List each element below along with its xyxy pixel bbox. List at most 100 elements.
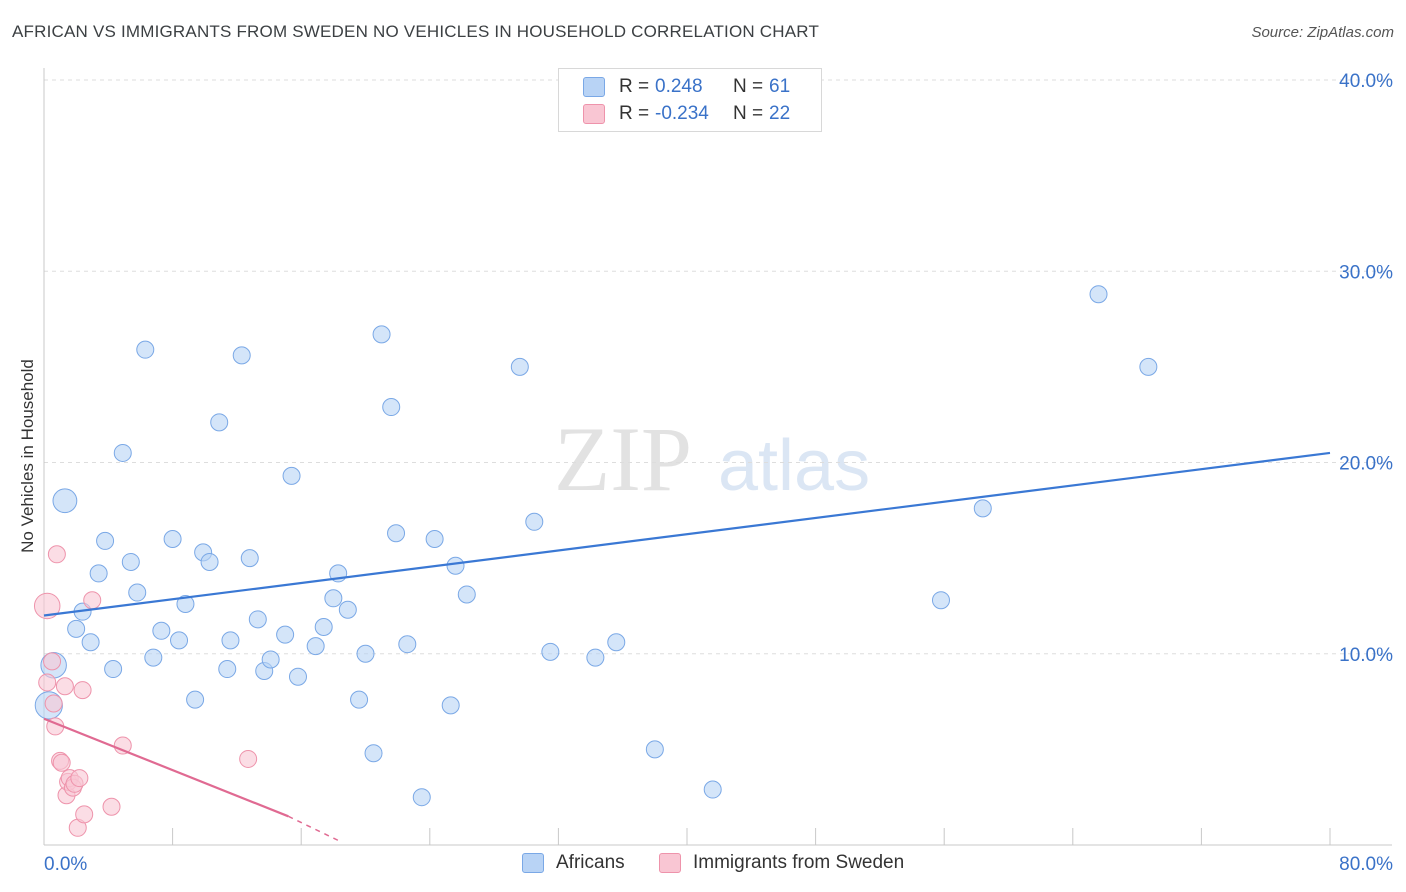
sweden-point	[83, 591, 102, 610]
sweden-point	[75, 805, 94, 824]
chart-title: AFRICAN VS IMMIGRANTS FROM SWEDEN NO VEH…	[12, 22, 820, 41]
africans-point	[510, 357, 529, 376]
legend-row-sweden: R = -0.234 N = 22	[583, 101, 837, 127]
bottom-legend-africans: Africans	[522, 852, 625, 874]
y-tick-label: 10.0%	[1339, 645, 1393, 666]
chart-source: Source: ZipAtlas.com	[1251, 24, 1394, 41]
africans-point	[931, 591, 950, 610]
africans-point	[232, 346, 251, 365]
sweden-point	[73, 681, 92, 700]
africans-point	[412, 788, 431, 807]
africans-point	[144, 648, 163, 667]
africans-point	[200, 552, 219, 571]
africans-point	[52, 488, 78, 514]
africans-point	[324, 589, 343, 608]
africans-point	[973, 499, 992, 518]
africans-point	[314, 617, 333, 636]
tick-labels: 10.0% 20.0% 30.0% 40.0% 0.0% 80.0%	[44, 71, 1393, 875]
x-tick-label-max: 80.0%	[1339, 854, 1393, 875]
africans-point	[186, 690, 205, 709]
sweden-n-value: 22	[769, 103, 791, 124]
sweden-point	[44, 694, 63, 713]
africans-point	[372, 325, 391, 344]
africans-point	[356, 644, 375, 663]
africans-point	[398, 635, 417, 654]
africans-point	[525, 512, 544, 531]
africans-point	[1089, 285, 1108, 304]
africans-legend-label: Africans	[556, 852, 625, 873]
r-label: R =	[619, 76, 650, 97]
africans-point	[288, 667, 307, 686]
sweden-r-value: -0.234	[655, 103, 709, 124]
africans-point	[136, 340, 155, 359]
africans-point	[387, 524, 406, 543]
sweden-point	[239, 749, 258, 768]
africans-point	[586, 648, 605, 667]
africans-point	[282, 466, 301, 485]
legend-row-africans: R = 0.248 N = 61	[583, 74, 837, 100]
africans-point	[446, 556, 465, 575]
africans-point	[210, 413, 229, 432]
y-tick-label: 30.0%	[1339, 262, 1393, 283]
y-tick-label: 40.0%	[1339, 71, 1393, 92]
africans-r-value: 0.248	[655, 76, 703, 97]
africans-point	[645, 740, 664, 759]
africans-point	[163, 530, 182, 548]
africans-point	[218, 660, 237, 679]
africans-point	[96, 531, 115, 550]
africans-point	[541, 642, 560, 661]
africans-point	[248, 610, 267, 629]
africans-point	[306, 637, 325, 656]
n-label: N =	[733, 103, 764, 124]
africans-point	[1139, 357, 1158, 376]
x-tick-label-min: 0.0%	[44, 854, 87, 875]
africans-n-value: 61	[769, 76, 791, 97]
sweden-legend-label: Immigrants from Sweden	[693, 852, 905, 873]
africans-swatch	[583, 77, 605, 97]
africans-point	[240, 549, 259, 568]
watermark-atlas: atlas	[718, 426, 870, 506]
sweden-point	[33, 592, 61, 620]
sweden-point	[55, 677, 74, 696]
sweden-point	[70, 769, 89, 788]
y-tick-label: 20.0%	[1339, 454, 1393, 475]
sweden-point	[102, 797, 121, 816]
africans-point	[457, 585, 476, 604]
africans-point	[261, 650, 280, 669]
watermark-zip: ZIP	[554, 408, 692, 510]
africans-series	[34, 113, 1158, 807]
r-label: R =	[619, 103, 650, 124]
africans-trend-line	[43, 451, 1331, 617]
africans-point	[425, 530, 444, 548]
africans-point	[81, 633, 100, 652]
africans-point	[89, 564, 108, 583]
africans-point	[113, 443, 132, 462]
africans-point	[441, 696, 460, 715]
y-axis-label: No Vehicles in Household	[18, 359, 37, 553]
sweden-legend-swatch	[659, 853, 681, 873]
africans-point	[382, 398, 401, 417]
sweden-trend-line	[43, 717, 289, 818]
africans-point	[703, 780, 722, 799]
sweden-point	[47, 545, 66, 564]
africans-point	[104, 660, 123, 679]
sweden-swatch	[583, 104, 605, 124]
sweden-point	[52, 753, 71, 772]
bottom-legend-sweden: Immigrants from Sweden	[659, 852, 904, 874]
sweden-point	[113, 736, 132, 755]
africans-legend-swatch	[522, 853, 544, 873]
sweden-point	[43, 652, 62, 671]
africans-point	[221, 631, 240, 650]
africans-point	[364, 744, 383, 763]
africans-point	[338, 600, 357, 619]
africans-point	[176, 595, 195, 614]
sweden-point	[38, 673, 57, 692]
africans-point	[128, 583, 147, 602]
africans-point	[607, 633, 626, 652]
africans-point	[152, 621, 171, 640]
africans-point	[121, 552, 140, 571]
correlation-legend: R = 0.248 N = 61 R = -0.234 N = 22	[558, 68, 822, 132]
sweden-trend-extension	[288, 815, 341, 842]
africans-point	[67, 619, 86, 638]
